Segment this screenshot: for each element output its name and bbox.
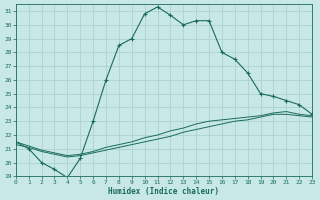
X-axis label: Humidex (Indice chaleur): Humidex (Indice chaleur) [108, 187, 220, 196]
